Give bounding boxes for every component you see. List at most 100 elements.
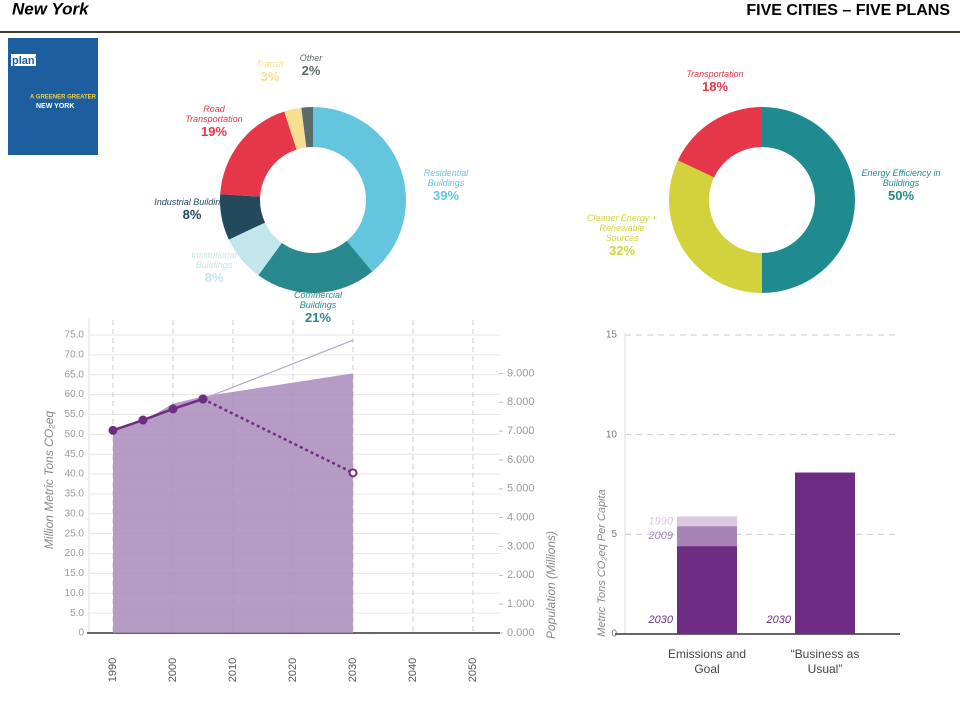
y-tick-label: 5 [611, 529, 617, 540]
category-label: Road Transportation [185, 104, 243, 124]
value-label: 21% [304, 310, 332, 325]
series-label: 2009 [648, 530, 673, 542]
value-label: 50% [887, 188, 915, 203]
x-tick-label: 2000 [167, 658, 179, 682]
marker [168, 404, 178, 414]
cover-line: NEW YORK [36, 103, 74, 110]
y-tick-label: 0 [611, 629, 617, 640]
y2-tick-label: 2.000 [507, 569, 535, 581]
category-label: Other [299, 53, 323, 63]
y-axis-title: Metric Tons CO₂eq Per Capita [596, 489, 608, 636]
y-tick-label: 40.0 [65, 469, 85, 480]
y-tick-label: 15 [606, 330, 618, 341]
y2-axis-title: Population (Millions) [544, 531, 558, 639]
y-tick-label: 65.0 [65, 369, 85, 380]
y2-tick-label: 5.000 [507, 483, 535, 495]
y-tick-label: 70.0 [65, 349, 85, 360]
slice [258, 240, 373, 294]
slice [220, 111, 297, 197]
slice [677, 107, 762, 178]
y2-tick-label: 0.000 [507, 627, 535, 639]
y2-tick-label: 8.000 [507, 396, 535, 408]
x-tick-label: 2040 [407, 658, 419, 682]
y-tick-label: 45.0 [65, 449, 85, 460]
y-tick-label: 10 [606, 429, 618, 440]
value-label: 3% [260, 69, 280, 84]
y-tick-label: 30.0 [65, 508, 85, 519]
y-tick-label: 20.0 [65, 548, 85, 559]
slice [669, 160, 762, 293]
slice-label: Residential Buildings 39% [406, 168, 486, 204]
marker [138, 415, 148, 425]
value-label: 8% [204, 270, 224, 285]
marker [108, 425, 118, 435]
slice [313, 107, 406, 272]
bar [677, 546, 737, 634]
y2-tick-label: 6.000 [507, 454, 535, 466]
y2-tick-label: 4.000 [507, 512, 535, 524]
header-right: FIVE CITIES – FIVE PLANS [746, 2, 950, 19]
slice [284, 107, 307, 150]
cover-logo-box [11, 54, 36, 66]
category-label: Industrial Buildings [154, 197, 230, 207]
value-label: 39% [432, 188, 460, 203]
value-label: 19% [200, 124, 228, 139]
header-left: New York [12, 0, 90, 18]
bar [795, 472, 855, 634]
value-label: 8% [182, 207, 202, 222]
x-tick-label: 2020 [287, 658, 299, 682]
marker [348, 468, 358, 478]
cover-line: A GREENER GREATER [30, 95, 97, 101]
line [112, 397, 204, 432]
y-tick-label: 0 [78, 628, 84, 639]
category-label: Energy Efficiency in Buildings [861, 168, 941, 188]
category-label: Cleaner Energy + Renewable Sources [586, 213, 658, 243]
slice-label: Cleaner Energy + Renewable Sources 32% [582, 213, 662, 259]
x-tick-label: Emissions and Goal [667, 647, 747, 676]
category-label: Transportation [686, 69, 744, 79]
x-tick-label: 2010 [227, 658, 239, 682]
y-tick-label: 50.0 [65, 429, 85, 440]
value-label: 32% [608, 243, 636, 258]
x-tick-label: 1990 [107, 658, 119, 682]
marker [198, 394, 208, 404]
category-label: Residential Buildings [423, 168, 469, 188]
y2-tick-label: 9.000 [507, 367, 535, 379]
slice-label: Industrial Buildings 8% [152, 197, 232, 223]
slice-label: Energy Efficiency in Buildings 50% [861, 168, 941, 204]
slice [762, 107, 855, 293]
series-label: 1990 [649, 515, 674, 527]
y-tick-label: 35.0 [65, 489, 85, 500]
value-label: 18% [701, 79, 729, 94]
slice-label: Institutional Buildings 8% [174, 250, 254, 286]
slice [301, 107, 313, 148]
line [202, 339, 354, 400]
y2-tick-label: 3.000 [507, 540, 535, 552]
x-tick-label: 2030 [347, 658, 359, 682]
y-tick-label: 75.0 [65, 330, 85, 341]
y-tick-label: 5.0 [70, 608, 84, 619]
y-tick-label: 15.0 [65, 568, 85, 579]
series-label: 2030 [766, 614, 792, 626]
value-label: 2% [301, 63, 321, 78]
slice-label: Commercial Buildings 21% [278, 290, 358, 326]
y-axis-title: Million Metric Tons CO₂eq [42, 411, 56, 550]
category-label: Institutional Buildings [191, 250, 237, 270]
y-tick-label: 10.0 [65, 588, 85, 599]
y-tick-label: 25.0 [65, 528, 85, 539]
area [113, 373, 353, 633]
slice [220, 194, 266, 240]
slice-label: Transit 3% [230, 59, 310, 85]
y-tick-label: 55.0 [65, 409, 85, 420]
slice-label: Road Transportation 19% [174, 104, 254, 140]
slice-label: Transportation 18% [675, 69, 755, 95]
slice-label: Other 2% [271, 53, 351, 79]
x-tick-label: “Business as Usual” [790, 647, 860, 676]
y2-tick-label: 1.000 [507, 598, 535, 610]
slice [228, 222, 282, 276]
y2-tick-label: 7.000 [507, 425, 535, 437]
category-label: Commercial Buildings [293, 290, 342, 310]
x-tick-label: 2050 [467, 658, 479, 682]
